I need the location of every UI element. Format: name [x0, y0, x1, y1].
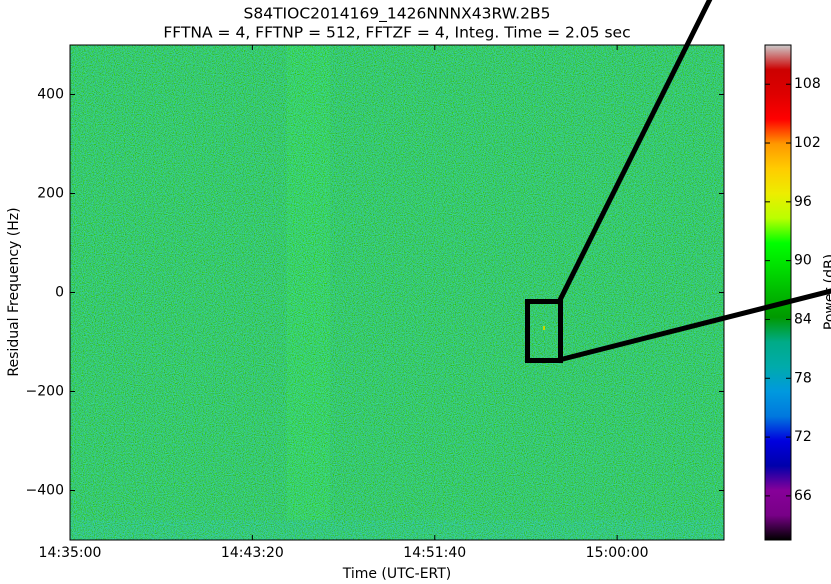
x-tick-label: 14:51:40: [403, 545, 466, 561]
spectrogram-image: [70, 45, 724, 540]
y-tick-label: −200: [26, 384, 64, 400]
colorbar-tick-label: 72: [794, 429, 812, 445]
signal: [543, 326, 545, 330]
noise: [70, 45, 724, 540]
y-tick-label: 400: [37, 87, 64, 103]
y-tick-label: 0: [55, 285, 64, 301]
chart-title: S84TIOC2014169_1426NNNX43RW.2B5: [244, 5, 551, 24]
y-tick-label: −400: [26, 483, 64, 499]
colorbar-tick-label: 108: [794, 76, 821, 92]
y-axis-label: Residual Frequency (Hz): [6, 207, 22, 376]
zoom-box: [525, 299, 563, 363]
x-tick-label: 14:35:00: [39, 545, 102, 561]
colorbar-tick-label: 96: [794, 194, 812, 210]
x-tick-label: 15:00:00: [586, 545, 649, 561]
zoom-annotation: [525, 0, 831, 363]
x-axis-label: Time (UTC-ERT): [342, 566, 452, 582]
zoom-line: [558, 288, 831, 363]
colorbar-tick-label: 78: [794, 370, 812, 386]
colorbar-tick-label: 102: [794, 135, 821, 151]
x-tick-label: 14:43:20: [221, 545, 284, 561]
zoom-line: [556, 0, 713, 304]
colorbar-tick-label: 66: [794, 488, 812, 504]
y-tick-label: 200: [37, 186, 64, 202]
chart-subtitle: FFTNA = 4, FFTNP = 512, FFTZF = 4, Integ…: [163, 24, 630, 42]
colorbar: [764, 44, 792, 541]
colorbar-tick-label: 90: [794, 253, 812, 269]
colorbar-tick-label: 84: [794, 311, 812, 327]
